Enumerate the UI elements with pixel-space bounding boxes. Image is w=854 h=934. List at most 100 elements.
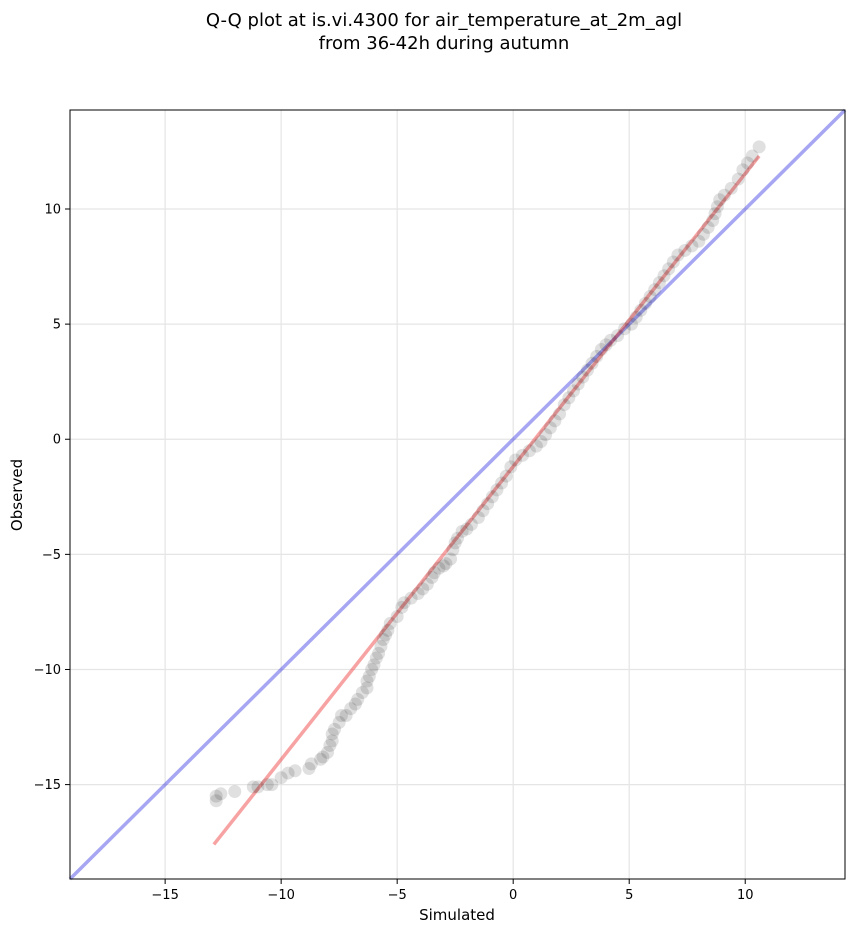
qq-point bbox=[374, 639, 388, 653]
x-tick-label: −10 bbox=[267, 888, 294, 903]
qq-point bbox=[553, 407, 567, 421]
qq-point bbox=[376, 633, 390, 647]
qq-point bbox=[372, 646, 386, 660]
qq-point bbox=[495, 476, 509, 490]
qq-point bbox=[543, 421, 557, 435]
qq-point bbox=[629, 310, 643, 324]
qq-point bbox=[585, 356, 599, 370]
qq-point bbox=[515, 448, 529, 462]
reference-lines bbox=[68, 108, 847, 881]
y-tick-label: −5 bbox=[42, 548, 61, 563]
qq-point bbox=[576, 370, 590, 384]
qq-point bbox=[648, 283, 662, 297]
qq-point bbox=[228, 785, 242, 799]
qq-point bbox=[390, 610, 404, 624]
fit-line bbox=[212, 154, 761, 846]
qq-point bbox=[713, 193, 727, 207]
qq-point bbox=[404, 591, 418, 605]
qq-point bbox=[383, 616, 397, 630]
qq-point bbox=[666, 255, 680, 269]
plot-frame bbox=[69, 109, 846, 880]
qq-point bbox=[481, 497, 495, 511]
qq-point bbox=[657, 269, 671, 283]
qq-point bbox=[708, 207, 722, 221]
qq-point bbox=[685, 239, 699, 253]
qq-point bbox=[439, 557, 453, 571]
qq-point bbox=[571, 377, 585, 391]
y-axis-ticks: −15 −10 −5 0 5 10 bbox=[34, 203, 70, 793]
qq-point bbox=[348, 697, 362, 711]
qq-point bbox=[367, 658, 381, 672]
qq-point bbox=[355, 686, 369, 700]
qq-point bbox=[638, 296, 652, 310]
qq-point bbox=[325, 734, 339, 748]
chart-title-line2: from 36-42h during autumn bbox=[319, 33, 570, 54]
qq-point bbox=[745, 149, 759, 163]
qq-point bbox=[662, 262, 676, 276]
y-tick-label: 5 bbox=[53, 318, 61, 333]
qq-point bbox=[260, 778, 274, 792]
qq-point bbox=[611, 329, 625, 343]
qq-point bbox=[265, 778, 279, 792]
qq-point bbox=[717, 188, 731, 202]
qq-point bbox=[557, 398, 571, 412]
qq-point bbox=[696, 227, 710, 241]
qq-point bbox=[369, 651, 383, 665]
qq-point bbox=[214, 787, 228, 801]
qq-point bbox=[425, 570, 439, 584]
qq-point bbox=[562, 391, 576, 405]
identity-line bbox=[68, 108, 847, 881]
x-tick-label: 0 bbox=[509, 888, 517, 903]
qq-point bbox=[548, 414, 562, 428]
qq-point bbox=[325, 727, 339, 741]
y-tick-label: −10 bbox=[34, 663, 61, 678]
qq-point bbox=[741, 156, 755, 170]
qq-point bbox=[460, 522, 474, 536]
qq-point bbox=[416, 582, 430, 596]
qq-point bbox=[437, 559, 451, 573]
qq-point bbox=[736, 163, 750, 177]
qq-point bbox=[323, 738, 337, 752]
qq-point bbox=[274, 771, 288, 785]
qq-point bbox=[643, 289, 657, 303]
y-tick-label: −15 bbox=[34, 778, 61, 793]
y-tick-label: 10 bbox=[44, 203, 61, 218]
qq-point bbox=[381, 623, 395, 637]
qq-point bbox=[618, 322, 632, 336]
qq-point bbox=[334, 709, 348, 723]
qq-points bbox=[209, 140, 766, 808]
qq-point bbox=[455, 524, 469, 538]
qq-point bbox=[678, 243, 692, 257]
qq-point bbox=[395, 600, 409, 614]
qq-point bbox=[360, 681, 374, 695]
qq-point bbox=[590, 349, 604, 363]
qq-point bbox=[710, 200, 724, 214]
qq-point bbox=[534, 435, 548, 449]
qq-point bbox=[625, 317, 639, 331]
qq-point bbox=[446, 543, 460, 557]
qq-point bbox=[731, 172, 745, 186]
qq-point bbox=[251, 780, 265, 794]
x-tick-label: −15 bbox=[151, 888, 178, 903]
qq-point bbox=[522, 444, 536, 458]
qq-point bbox=[752, 140, 766, 154]
qq-point bbox=[724, 181, 738, 195]
qq-point bbox=[379, 628, 393, 642]
x-axis-label: Simulated bbox=[419, 906, 495, 924]
qq-point bbox=[314, 752, 328, 766]
qq-point bbox=[288, 764, 302, 778]
qq-point bbox=[490, 483, 504, 497]
qq-point bbox=[304, 757, 318, 771]
qq-point bbox=[420, 577, 434, 591]
qq-point bbox=[328, 722, 342, 736]
qq-point bbox=[209, 794, 223, 808]
qq-point bbox=[476, 504, 490, 518]
qq-point bbox=[464, 517, 478, 531]
qq-point bbox=[302, 761, 316, 775]
qq-point bbox=[432, 561, 446, 575]
qq-point bbox=[634, 303, 648, 317]
qq-point bbox=[360, 674, 374, 688]
qq-point bbox=[529, 439, 543, 453]
qq-point bbox=[567, 384, 581, 398]
